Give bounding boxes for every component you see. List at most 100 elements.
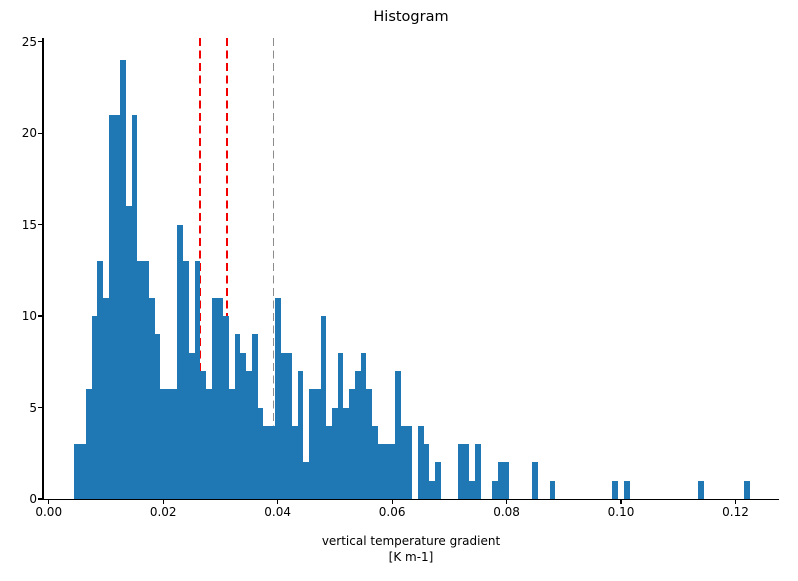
histogram-bar [97, 261, 104, 499]
histogram-bar [223, 316, 229, 499]
histogram-bar [251, 334, 258, 499]
histogram-bar [154, 334, 161, 499]
histogram-bar [320, 316, 327, 499]
x-tick-label: 0.10 [607, 505, 635, 519]
histogram-bar [354, 370, 361, 499]
x-tick-label: 0.02 [149, 505, 177, 519]
histogram-bar [263, 425, 270, 499]
histogram-bar [200, 370, 207, 499]
histogram-bar [349, 389, 355, 499]
y-tick-mark [38, 406, 43, 409]
histogram-bar [280, 352, 287, 499]
histogram-bar [435, 462, 441, 499]
histogram-bar [377, 444, 384, 499]
histogram-bar [698, 480, 705, 499]
histogram-bar [343, 407, 350, 499]
y-tick-label: 25 [21, 34, 37, 49]
histogram-bar [457, 444, 464, 499]
histogram-bar [206, 389, 212, 499]
y-tick-label: 15 [21, 217, 37, 232]
histogram-bar [417, 425, 424, 499]
histogram-bar [394, 370, 401, 499]
x-tick-mark [620, 500, 622, 505]
histogram-bar [114, 114, 121, 499]
histogram-bar [337, 352, 344, 499]
histogram-bar [286, 352, 292, 499]
histogram-bar [429, 480, 436, 499]
y-axis-line [42, 38, 44, 500]
histogram-bar [211, 297, 218, 499]
histogram-bar [80, 444, 86, 499]
histogram-bar [269, 425, 275, 499]
histogram-bar [303, 462, 310, 499]
y-tick-label: 20 [21, 126, 37, 141]
histogram-bar [177, 224, 184, 499]
chart-title: Histogram [373, 9, 449, 25]
y-tick-label: 0 [29, 492, 37, 506]
histogram-bar [309, 389, 315, 499]
histogram-bar [183, 261, 189, 499]
x-tick-mark [277, 500, 279, 505]
histogram-bar [400, 425, 407, 499]
histogram-bar [366, 389, 373, 499]
histogram-bar [229, 389, 235, 499]
histogram-bar [314, 389, 321, 499]
x-tick-mark [505, 500, 508, 505]
histogram-bar [623, 480, 630, 499]
histogram-bar [389, 444, 395, 499]
x-tick-label: 0.08 [493, 505, 520, 519]
gray-dashed-line [272, 38, 275, 499]
x-axis-label-line1: vertical temperature gradient [321, 534, 501, 548]
histogram-bar [103, 297, 109, 499]
histogram-bar [492, 480, 498, 499]
histogram-bar [91, 316, 98, 499]
x-axis-label-line2: [K m-1] [388, 550, 434, 564]
histogram-bar [131, 114, 138, 499]
histogram-bar [332, 407, 338, 499]
histogram-bar [326, 425, 333, 499]
x-tick-label: 0.12 [722, 505, 749, 519]
y-tick-label: 10 [21, 309, 37, 324]
x-tick-label: 0.04 [264, 505, 291, 519]
histogram-bar [463, 444, 470, 499]
histogram-bar [360, 352, 367, 499]
histogram-bar [274, 297, 281, 499]
histogram-bar [612, 480, 619, 499]
histogram-bar [406, 425, 413, 499]
histogram-bar [74, 444, 81, 499]
histogram-bar [108, 114, 115, 499]
x-axis-line [42, 499, 780, 501]
histogram-bar [137, 261, 144, 499]
histogram-bar [469, 480, 476, 499]
y-tick-mark [38, 315, 43, 317]
histogram-bar [257, 407, 264, 499]
x-tick-mark [162, 500, 164, 505]
y-tick-label: 5 [29, 400, 37, 415]
x-tick-mark [734, 500, 737, 505]
histogram-bar [744, 480, 750, 499]
histogram-bar [217, 297, 224, 499]
red-dashed-line-2 [226, 38, 229, 499]
histogram-bar [532, 462, 539, 499]
y-tick-mark [38, 41, 43, 43]
histogram-bar [160, 389, 167, 499]
histogram-bar [549, 480, 556, 499]
histogram-bar [234, 334, 241, 499]
y-tick-mark [38, 498, 43, 500]
histogram-bar [148, 297, 155, 499]
histogram-bar [423, 444, 430, 499]
histogram-bar [497, 462, 504, 499]
histogram-bar [475, 444, 481, 499]
x-tick-label: 0.06 [378, 505, 406, 519]
histogram-bar [85, 389, 92, 499]
histogram-bar [171, 389, 178, 499]
y-tick-mark [38, 132, 43, 134]
histogram-bar [166, 389, 172, 499]
histogram-bar [291, 425, 298, 499]
x-tick-label: 0.00 [35, 505, 63, 519]
histogram-bar [120, 59, 126, 499]
histogram-bar [188, 352, 195, 499]
plot-area [43, 38, 779, 499]
x-tick-mark [48, 500, 50, 505]
